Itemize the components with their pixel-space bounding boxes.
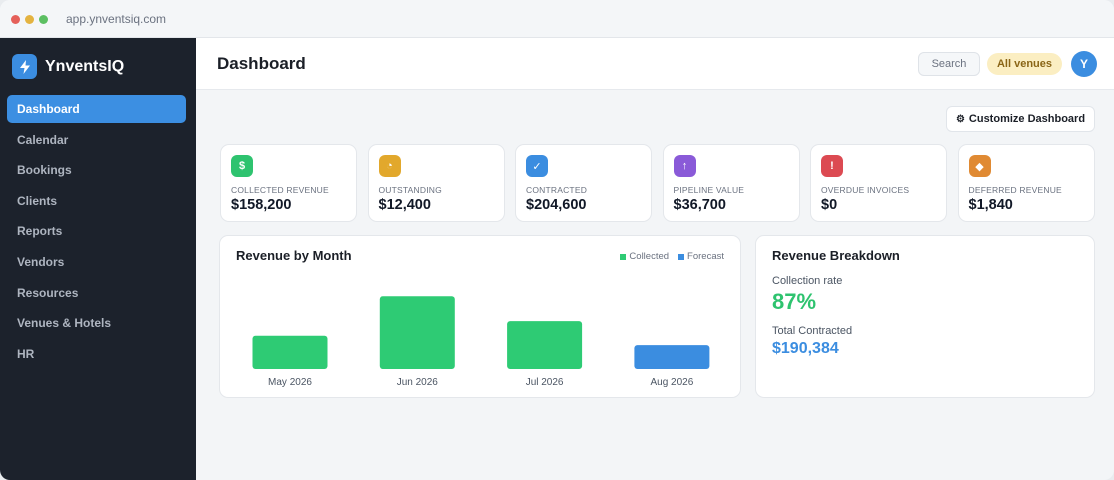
kpi-card-overdue-invoices[interactable]: ! OVERDUE INVOICES $0	[810, 144, 947, 222]
kpi-label: CONTRACTED	[526, 185, 588, 195]
sidebar-item-dashboard[interactable]: Dashboard	[7, 95, 186, 123]
kpi-value: $1,840	[968, 197, 1013, 213]
kpi-label: OUTSTANDING	[378, 185, 442, 195]
legend-label-collected: Collected	[629, 251, 670, 262]
collection-rate-value: 87%	[772, 289, 817, 314]
sidebar-item-hr[interactable]: HR	[17, 346, 35, 361]
x-tick-label: Aug 2026	[650, 377, 693, 388]
minimize-window-button[interactable]	[25, 15, 34, 24]
sidebar-item-clients[interactable]: Clients	[17, 193, 58, 208]
avatar[interactable]: Y	[1071, 51, 1097, 77]
x-tick-label: Jul 2026	[526, 377, 564, 388]
alert-icon: !	[821, 155, 843, 177]
search-button[interactable]: Search	[918, 52, 980, 76]
sidebar-item-calendar[interactable]: Calendar	[17, 132, 69, 147]
kpi-card-deferred-revenue[interactable]: ◆ DEFERRED REVENUE $1,840	[957, 144, 1095, 222]
x-tick-label: May 2026	[268, 377, 312, 388]
kpi-value: $158,200	[231, 197, 292, 213]
legend-label-forecast: Forecast	[687, 251, 724, 262]
legend-item-collected: Collected	[620, 251, 669, 262]
kpi-card-collected-revenue[interactable]: $ COLLECTED REVENUE $158,200	[220, 144, 357, 222]
header: Dashboard Search All venues Y	[196, 38, 1114, 90]
dollar-icon: $	[231, 155, 253, 177]
brand[interactable]: YnventsIQ	[12, 54, 124, 79]
bolt-icon	[12, 54, 37, 79]
sidebar-item-resources[interactable]: Resources	[17, 285, 79, 300]
kpi-label: PIPELINE VALUE	[673, 185, 745, 195]
kpi-value: $36,700	[673, 197, 726, 213]
total-contracted-label: Total Contracted	[772, 325, 853, 337]
legend-item-forecast: Forecast	[678, 251, 724, 262]
revenue-breakdown-panel: Revenue Breakdown Collection rate 87% To…	[755, 235, 1095, 398]
bar-collected-jun-2026[interactable]	[379, 296, 455, 369]
collection-rate-label: Collection rate	[772, 275, 843, 287]
sidebar: YnventsIQ Dashboard Calendar Bookings Clien…	[0, 38, 196, 480]
revenue-bar-chart: May 2026 Jun 2026 Jul 2026 Aug 2026	[252, 296, 710, 388]
customize-dashboard-button[interactable]: ⚙ Customize Dashboard	[946, 106, 1095, 132]
legend-swatch-forecast	[678, 253, 685, 260]
sidebar-item-bookings[interactable]: Bookings	[17, 163, 72, 178]
bar-collected-may-2026[interactable]	[252, 335, 328, 369]
kpi-card-contracted[interactable]: ✓ CONTRACTED $204,600	[515, 144, 652, 222]
maximize-window-button[interactable]	[39, 15, 48, 24]
kpi-label: OVERDUE INVOICES	[821, 185, 910, 195]
kpi-value: $204,600	[526, 197, 587, 213]
arrow-up-icon: ↑	[673, 155, 696, 177]
revenue-by-month-panel: May 2026 Jun 2026 Jul 2026 Aug 2026 Revenue…	[219, 235, 741, 398]
diamond-icon: ◆	[968, 155, 991, 177]
kpi-card-outstanding[interactable]: ◔ OUTSTANDING $12,400	[367, 144, 505, 222]
total-contracted-value: $190,384	[772, 340, 839, 357]
breakdown-title: Revenue Breakdown	[772, 248, 900, 263]
address-bar[interactable]: app.ynventsiq.com	[66, 12, 167, 26]
clock-icon: ◔	[378, 155, 401, 177]
x-tick-label: Jun 2026	[397, 377, 439, 388]
revenue-chart-title: Revenue by Month	[236, 248, 352, 263]
brand-name: YnventsIQ	[45, 57, 125, 75]
gear-icon: ⚙	[955, 113, 965, 125]
kpi-label: DEFERRED REVENUE	[968, 185, 1062, 195]
bar-forecast-aug-2026[interactable]	[634, 345, 710, 369]
kpi-label: COLLECTED REVENUE	[231, 185, 329, 195]
sidebar-item-venues-hotels[interactable]: Venues & Hotels	[17, 316, 112, 331]
customize-dashboard-label: Customize Dashboard	[968, 113, 1086, 125]
close-window-button[interactable]	[11, 15, 20, 24]
bar-collected-jul-2026[interactable]	[507, 321, 583, 369]
page-title: Dashboard	[217, 54, 306, 73]
venue-filter[interactable]: All venues	[987, 53, 1062, 75]
check-icon: ✓	[526, 155, 548, 177]
chart-legend: Collected Forecast	[611, 251, 724, 262]
kpi-value: $12,400	[378, 197, 431, 213]
kpi-value: $0	[821, 197, 838, 213]
legend-swatch-collected	[620, 253, 627, 260]
kpi-card-pipeline-value[interactable]: ↑ PIPELINE VALUE $36,700	[662, 144, 800, 222]
sidebar-item-reports[interactable]: Reports	[17, 224, 63, 239]
browser-titlebar: app.ynventsiq.com	[0, 0, 1114, 38]
sidebar-item-vendors[interactable]: Vendors	[17, 255, 65, 269]
